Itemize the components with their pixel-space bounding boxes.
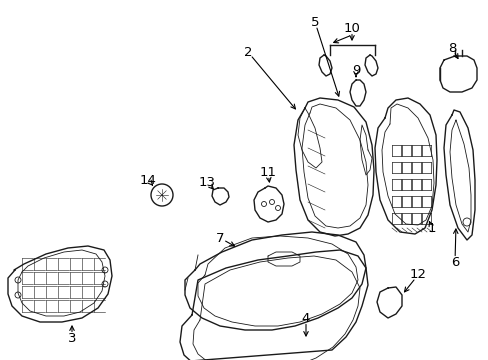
- Text: 2: 2: [243, 45, 252, 58]
- Text: 10: 10: [343, 22, 360, 35]
- Text: 13: 13: [198, 175, 215, 189]
- Text: 12: 12: [408, 269, 426, 282]
- Text: 11: 11: [259, 166, 276, 179]
- Text: 7: 7: [215, 231, 224, 244]
- Text: 9: 9: [351, 63, 360, 77]
- Text: 8: 8: [447, 41, 455, 54]
- Text: 3: 3: [68, 332, 76, 345]
- Text: 14: 14: [139, 174, 156, 186]
- Text: 1: 1: [427, 221, 435, 234]
- Text: 4: 4: [301, 311, 309, 324]
- Text: 6: 6: [450, 256, 458, 269]
- Text: 5: 5: [310, 15, 319, 28]
